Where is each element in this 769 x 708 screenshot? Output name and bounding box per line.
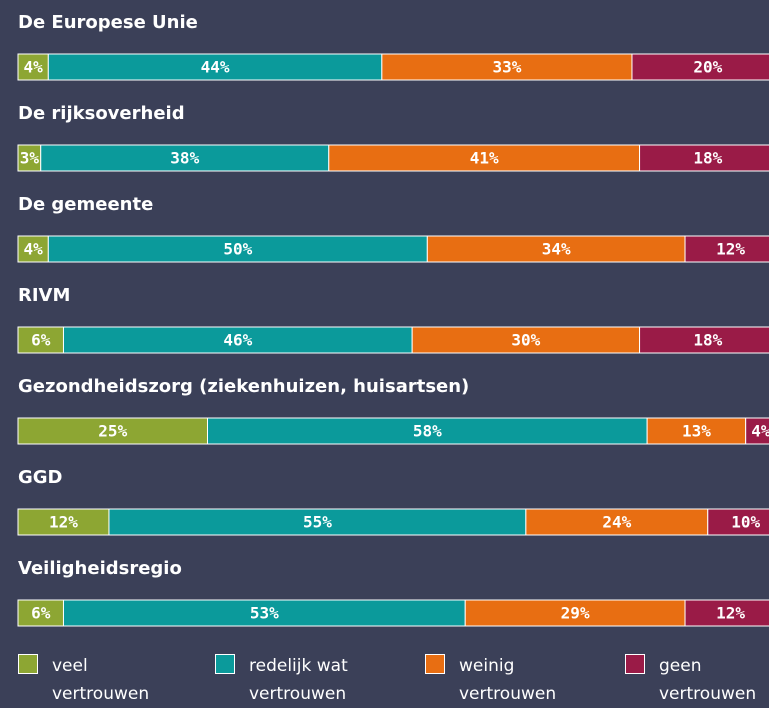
value-label: 18% xyxy=(693,149,722,168)
bar-segment xyxy=(411,326,641,354)
legend-swatch xyxy=(625,654,645,674)
legend-label: weinig vertrouwen xyxy=(459,656,557,704)
value-label: 3% xyxy=(20,149,40,168)
value-label: 58% xyxy=(413,422,442,441)
value-label: 46% xyxy=(223,331,252,350)
category-label: Veiligheidsregio xyxy=(18,558,182,579)
legend-swatch xyxy=(215,654,235,674)
value-label: 4% xyxy=(24,240,44,259)
bar-segment xyxy=(631,53,769,81)
value-label: 18% xyxy=(693,331,722,350)
bar-segment xyxy=(62,599,466,627)
bar-segment xyxy=(639,144,769,172)
legend-label: geen vertrouwen xyxy=(659,656,757,704)
bar-segment xyxy=(639,326,769,354)
bar-segment xyxy=(328,144,641,172)
value-label: 12% xyxy=(716,240,745,259)
value-label: 41% xyxy=(470,149,499,168)
value-label: 38% xyxy=(170,149,199,168)
value-label: 53% xyxy=(250,604,279,623)
bar-segment xyxy=(464,599,686,627)
value-label: 4% xyxy=(751,422,769,441)
legend-item: weinig vertrouwen xyxy=(425,652,584,708)
category-label: De gemeente xyxy=(18,194,153,215)
bar-segment xyxy=(47,53,383,81)
value-label: 12% xyxy=(49,513,78,532)
bar-segment xyxy=(684,599,769,627)
category-label: De rijksoverheid xyxy=(18,103,185,124)
bar-segment xyxy=(684,235,769,263)
value-label: 20% xyxy=(693,58,722,77)
bar-segment xyxy=(17,508,110,536)
category-label: De Europese Unie xyxy=(18,12,198,33)
value-label: 34% xyxy=(542,240,571,259)
value-label: 10% xyxy=(731,513,760,532)
value-label: 25% xyxy=(98,422,127,441)
bar-segment xyxy=(707,508,769,536)
bar-segment xyxy=(47,235,428,263)
value-label: 6% xyxy=(31,331,51,350)
legend-item: veel vertrouwen xyxy=(18,652,177,708)
bar-segment xyxy=(646,417,747,445)
category-label: GGD xyxy=(18,467,63,488)
value-label: 30% xyxy=(511,331,540,350)
legend-label: veel vertrouwen xyxy=(52,656,150,704)
legend-item: redelijk wat vertrouwen xyxy=(215,652,374,708)
value-label: 29% xyxy=(561,604,590,623)
value-label: 13% xyxy=(682,422,711,441)
value-label: 24% xyxy=(602,513,631,532)
bar-segment xyxy=(745,417,769,445)
bar-segment xyxy=(17,235,49,263)
bar-segment xyxy=(525,508,709,536)
value-label: 50% xyxy=(223,240,252,259)
value-label: 44% xyxy=(201,58,230,77)
bar-segment xyxy=(17,53,49,81)
value-label: 6% xyxy=(31,604,51,623)
value-label: 33% xyxy=(492,58,521,77)
legend-label: redelijk wat vertrouwen xyxy=(249,656,348,704)
value-label: 4% xyxy=(24,58,44,77)
legend-swatch xyxy=(18,654,38,674)
bar-segment xyxy=(381,53,633,81)
category-label: RIVM xyxy=(18,285,70,306)
legend-swatch xyxy=(425,654,445,674)
legend-item: geen vertrouwen xyxy=(625,652,769,708)
value-label: 12% xyxy=(716,604,745,623)
bar-segment xyxy=(40,144,330,172)
bar-segment xyxy=(108,508,527,536)
bar-segment xyxy=(17,326,64,354)
category-label: Gezondheidszorg (ziekenhuizen, huisartse… xyxy=(18,376,469,397)
value-label: 55% xyxy=(303,513,332,532)
